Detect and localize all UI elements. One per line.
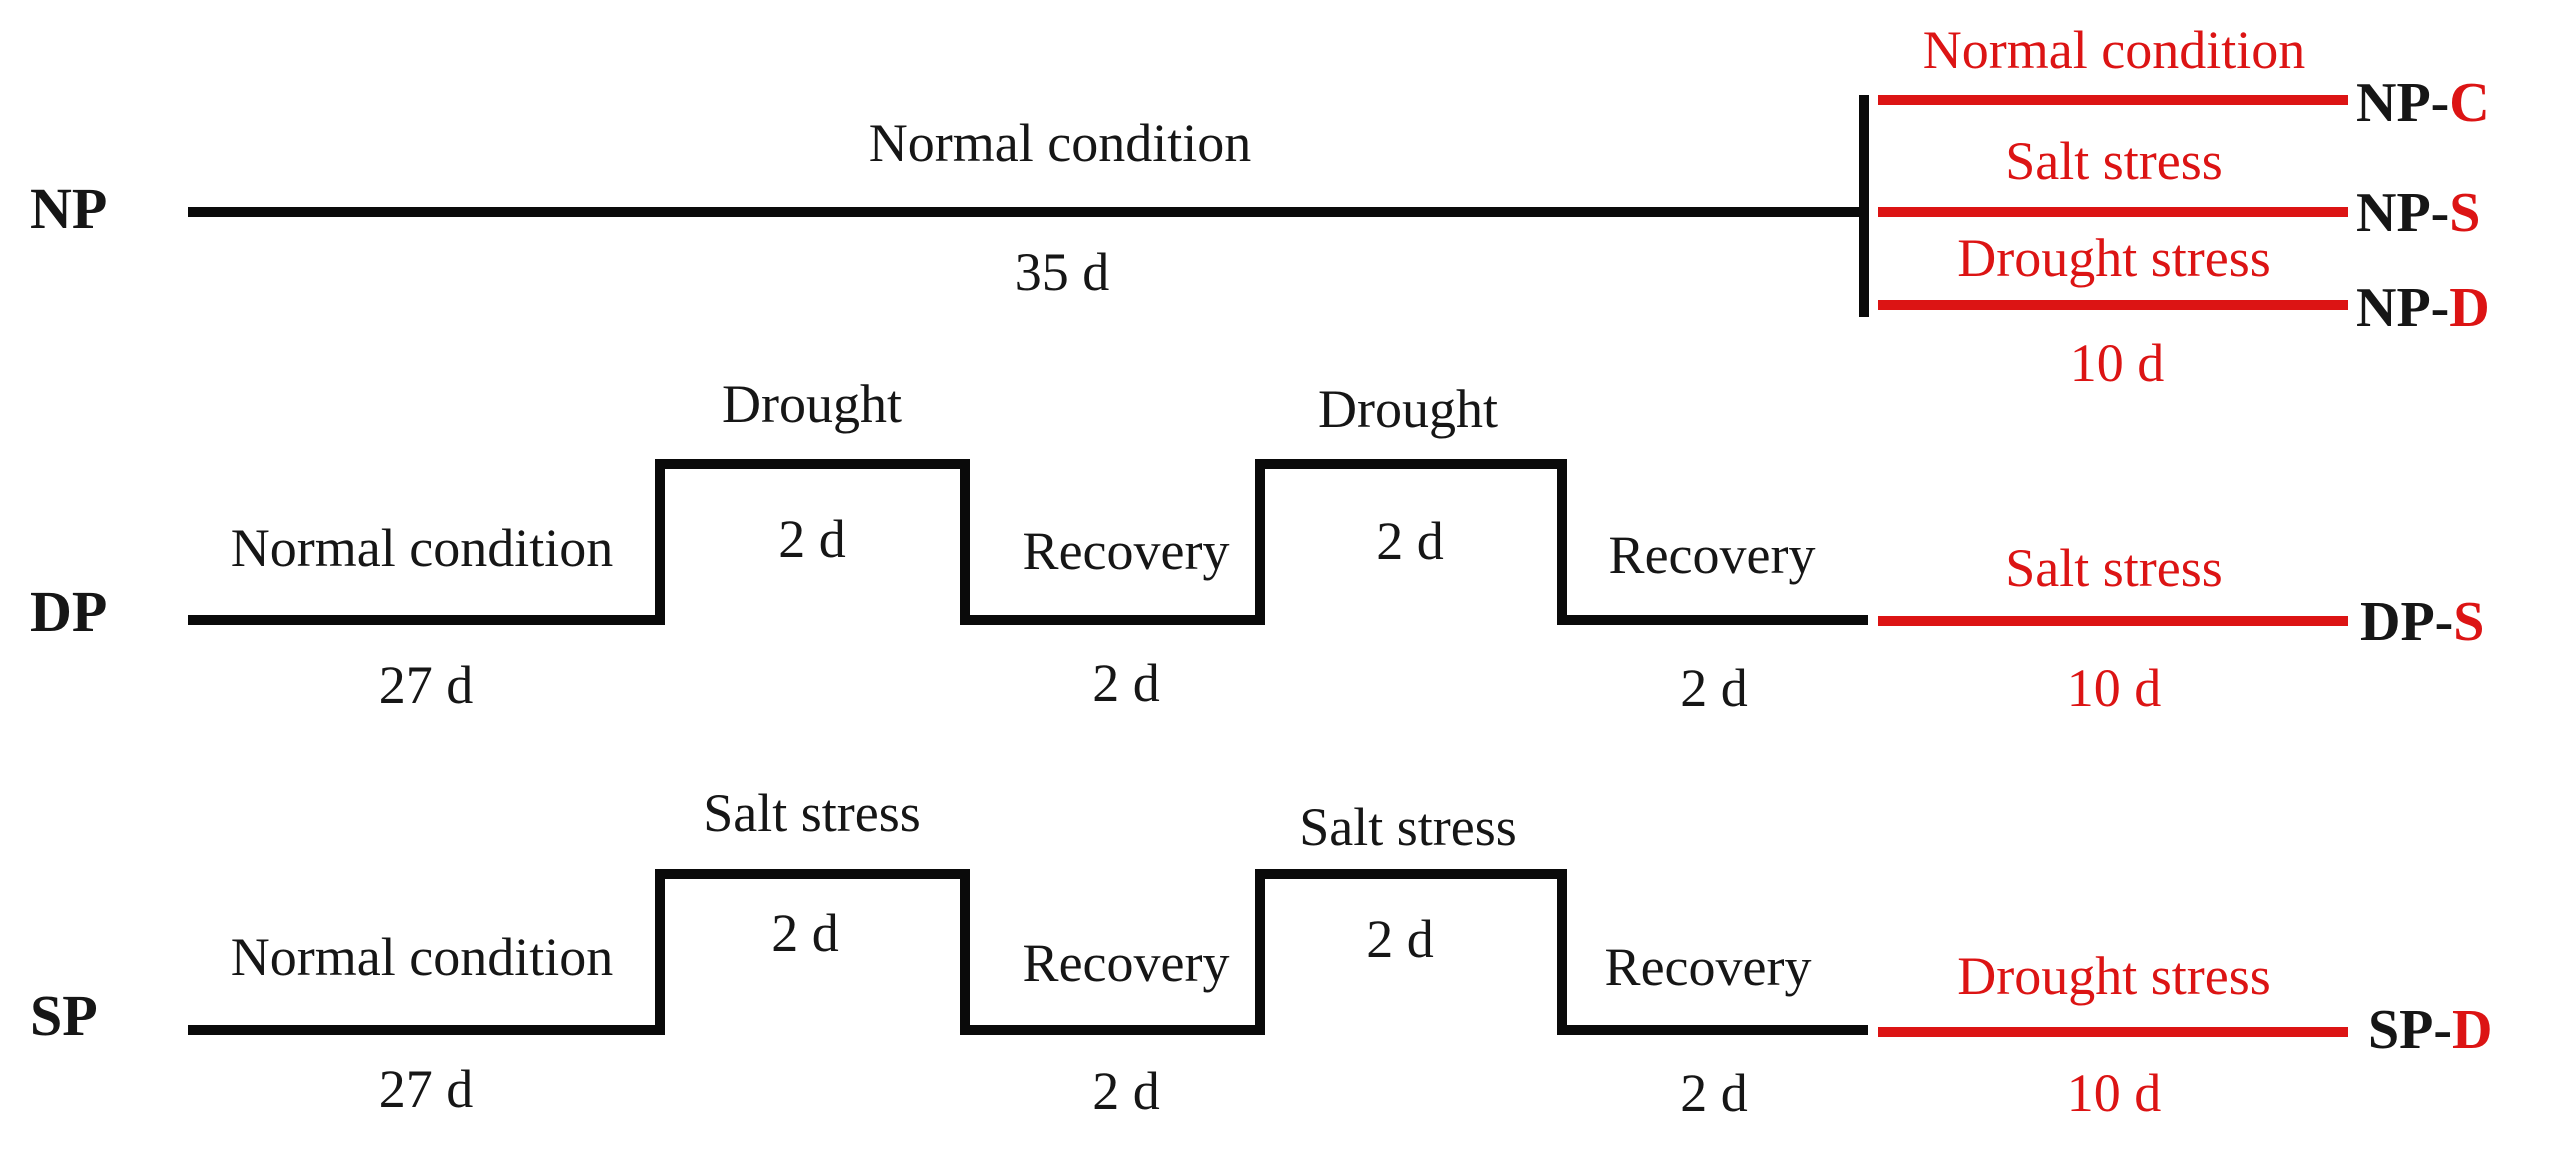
code-suffix: C xyxy=(2449,72,2490,134)
np-phase-label: Normal condition xyxy=(868,113,1252,173)
sp-row-label: SP xyxy=(30,983,98,1048)
sp-recovery1-label: Recovery xyxy=(1022,933,1230,993)
dp-baseline-2 xyxy=(960,615,1265,625)
dp-recovery2-label: Recovery xyxy=(1608,525,1816,585)
sp-pulse2-label: Salt stress xyxy=(1299,797,1517,857)
sp-stress-pulse-1 xyxy=(655,869,970,1035)
dp-pulse1-label: Drought xyxy=(722,374,902,434)
sp-normal-duration: 27 d xyxy=(378,1059,474,1119)
sp-recovery1-duration: 2 d xyxy=(1092,1061,1160,1121)
dp-normal-label: Normal condition xyxy=(230,518,614,578)
np-branch-d-condition: Drought stress xyxy=(1957,228,2271,288)
np-treatment-code-s: NP-S xyxy=(2356,185,2480,241)
sp-final-duration: 10 d xyxy=(2066,1063,2162,1123)
np-branch-duration: 10 d xyxy=(2069,333,2165,393)
dp-pulse2-label: Drought xyxy=(1318,379,1498,439)
dp-final-duration: 10 d xyxy=(2066,658,2162,718)
code-suffix: D xyxy=(2452,999,2493,1061)
sp-recovery2-duration: 2 d xyxy=(1680,1063,1748,1123)
code-prefix: NP- xyxy=(2356,277,2450,339)
sp-pulse1-duration: 2 d xyxy=(771,903,839,963)
sp-normal-label: Normal condition xyxy=(230,927,614,987)
np-branch-s-line xyxy=(1878,207,2348,217)
code-prefix: DP- xyxy=(2360,591,2454,653)
np-branch-s-condition: Salt stress xyxy=(2005,131,2223,191)
np-row-label: NP xyxy=(30,176,108,241)
code-suffix: D xyxy=(2449,277,2490,339)
sp-baseline-2 xyxy=(960,1025,1265,1035)
np-branch-connector-line xyxy=(1859,95,1869,317)
dp-stress-pulse-1 xyxy=(655,459,970,625)
dp-pulse1-duration: 2 d xyxy=(778,509,846,569)
sp-treatment-code: SP-D xyxy=(2368,1002,2492,1058)
sp-baseline-3 xyxy=(1557,1025,1868,1035)
sp-recovery2-label: Recovery xyxy=(1604,937,1812,997)
dp-pulse2-duration: 2 d xyxy=(1376,511,1444,571)
dp-recovery2-duration: 2 d xyxy=(1680,658,1748,718)
sp-pulse2-duration: 2 d xyxy=(1366,909,1434,969)
sp-final-condition: Drought stress xyxy=(1957,946,2271,1006)
dp-normal-duration: 27 d xyxy=(378,655,474,715)
dp-row-label: DP xyxy=(30,579,108,644)
dp-stress-pulse-2 xyxy=(1255,459,1567,625)
np-treatment-code-c: NP-C xyxy=(2356,75,2490,131)
code-prefix: NP- xyxy=(2356,182,2450,244)
sp-pulse1-label: Salt stress xyxy=(703,783,921,843)
dp-final-line xyxy=(1878,616,2348,626)
np-timeline-line xyxy=(188,207,1859,217)
dp-final-condition: Salt stress xyxy=(2005,538,2223,598)
sp-stress-pulse-2 xyxy=(1255,869,1567,1035)
sp-final-line xyxy=(1878,1027,2348,1037)
dp-baseline-1 xyxy=(188,615,664,625)
dp-treatment-code: DP-S xyxy=(2360,594,2484,650)
np-branch-c-line xyxy=(1878,95,2348,105)
sp-baseline-1 xyxy=(188,1025,664,1035)
np-phase-duration: 35 d xyxy=(1014,242,1110,302)
dp-recovery1-duration: 2 d xyxy=(1092,653,1160,713)
np-treatment-code-d: NP-D xyxy=(2356,280,2490,336)
np-branch-d-line xyxy=(1878,300,2348,310)
np-branch-c-condition: Normal condition xyxy=(1922,20,2306,80)
dp-recovery1-label: Recovery xyxy=(1022,521,1230,581)
dp-baseline-3 xyxy=(1557,615,1868,625)
code-suffix: S xyxy=(2453,591,2485,653)
code-suffix: S xyxy=(2449,182,2481,244)
code-prefix: SP- xyxy=(2368,999,2452,1061)
code-prefix: NP- xyxy=(2356,72,2450,134)
